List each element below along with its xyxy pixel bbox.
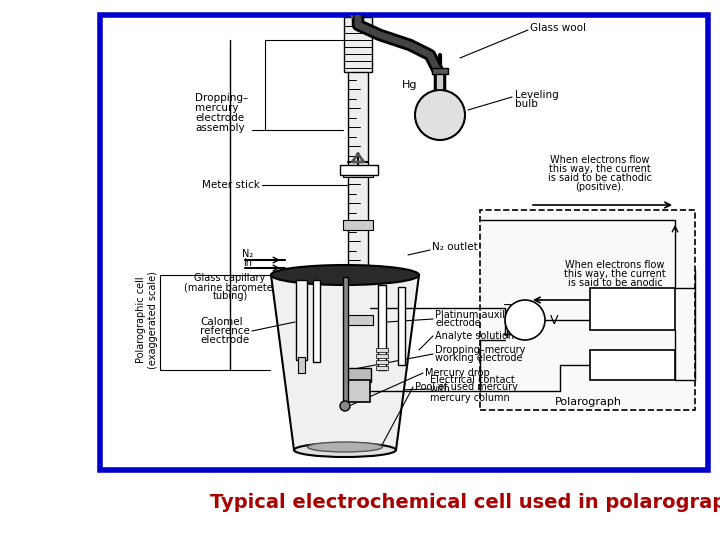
Bar xyxy=(343,167,373,177)
Text: (marine barometer: (marine barometer xyxy=(184,282,276,292)
Text: Meter stick: Meter stick xyxy=(202,180,260,190)
Bar xyxy=(353,377,363,410)
Bar xyxy=(343,277,348,405)
Text: Dropping–: Dropping– xyxy=(195,93,248,103)
Text: −: − xyxy=(503,300,513,310)
Bar xyxy=(376,354,388,358)
Bar xyxy=(298,357,305,373)
Polygon shape xyxy=(271,275,419,450)
Text: this way, the current: this way, the current xyxy=(549,164,651,174)
Bar xyxy=(398,287,405,365)
Ellipse shape xyxy=(307,442,382,452)
Text: (positive).: (positive). xyxy=(575,182,624,192)
Text: mercury column: mercury column xyxy=(430,393,510,403)
Text: N₂ outlet: N₂ outlet xyxy=(432,242,478,252)
Text: electrode: electrode xyxy=(200,335,249,345)
Bar xyxy=(343,270,373,280)
Text: Electrical contact: Electrical contact xyxy=(430,375,515,385)
Circle shape xyxy=(505,300,545,340)
Ellipse shape xyxy=(294,443,396,457)
Bar xyxy=(436,72,444,90)
Text: with: with xyxy=(430,384,451,394)
Text: working electrode: working electrode xyxy=(435,353,523,363)
Bar xyxy=(345,368,371,382)
Text: tubing): tubing) xyxy=(212,291,248,301)
Text: Polarograph: Polarograph xyxy=(555,397,622,407)
Bar xyxy=(343,220,373,230)
Text: +: + xyxy=(503,330,513,340)
Text: N₂: N₂ xyxy=(243,249,253,259)
Text: When electrons flow: When electrons flow xyxy=(550,155,649,165)
Bar xyxy=(100,15,708,470)
Text: mercury: mercury xyxy=(195,103,238,113)
Text: Polarographic cell
(exaggerated scale): Polarographic cell (exaggerated scale) xyxy=(136,271,158,369)
Bar xyxy=(378,285,386,370)
Bar xyxy=(432,68,448,74)
Text: Mercury drop: Mercury drop xyxy=(425,368,490,378)
Text: Glass capillary: Glass capillary xyxy=(194,273,266,283)
Circle shape xyxy=(415,90,465,140)
Text: electrode: electrode xyxy=(435,318,481,328)
Text: bulb: bulb xyxy=(515,99,538,109)
Text: is said to be cathodic: is said to be cathodic xyxy=(548,173,652,183)
Text: Glass wool: Glass wool xyxy=(530,23,586,33)
Text: V: V xyxy=(521,314,529,327)
Text: Analyte solution: Analyte solution xyxy=(435,331,514,341)
Text: Leveling: Leveling xyxy=(515,90,559,100)
Text: electrode: electrode xyxy=(195,113,244,123)
Text: supply: supply xyxy=(615,309,649,319)
Text: Hg: Hg xyxy=(402,80,418,90)
Text: reference: reference xyxy=(200,326,250,336)
Text: Dropping–mercury: Dropping–mercury xyxy=(435,345,526,355)
Text: Calomel: Calomel xyxy=(200,317,243,327)
Bar xyxy=(590,288,675,330)
Bar xyxy=(296,280,307,360)
Circle shape xyxy=(340,401,350,411)
Bar xyxy=(590,350,675,380)
Ellipse shape xyxy=(271,265,419,285)
Text: is said to be anodic: is said to be anodic xyxy=(567,278,662,288)
Text: assembly: assembly xyxy=(195,123,245,133)
Text: in: in xyxy=(243,258,253,268)
Text: V: V xyxy=(550,314,559,327)
Text: (negative): (negative) xyxy=(590,287,640,297)
Bar xyxy=(354,15,362,70)
Bar xyxy=(340,165,378,175)
FancyBboxPatch shape xyxy=(480,210,695,410)
Text: this way, the current: this way, the current xyxy=(564,269,666,279)
Text: Pool of used mercury: Pool of used mercury xyxy=(415,382,518,392)
Bar xyxy=(376,366,388,370)
Bar xyxy=(376,360,388,364)
Text: Typical electrochemical cell used in polarography: Typical electrochemical cell used in pol… xyxy=(210,492,720,511)
Text: A: A xyxy=(628,359,636,372)
Bar xyxy=(344,380,370,402)
Text: Platinum auxiliary: Platinum auxiliary xyxy=(435,310,523,320)
Bar xyxy=(313,280,320,362)
Text: Power: Power xyxy=(616,300,648,310)
Bar xyxy=(344,17,372,72)
Bar xyxy=(348,70,368,380)
Bar xyxy=(343,315,373,325)
Text: When electrons flow: When electrons flow xyxy=(565,260,665,270)
Bar xyxy=(376,348,388,352)
